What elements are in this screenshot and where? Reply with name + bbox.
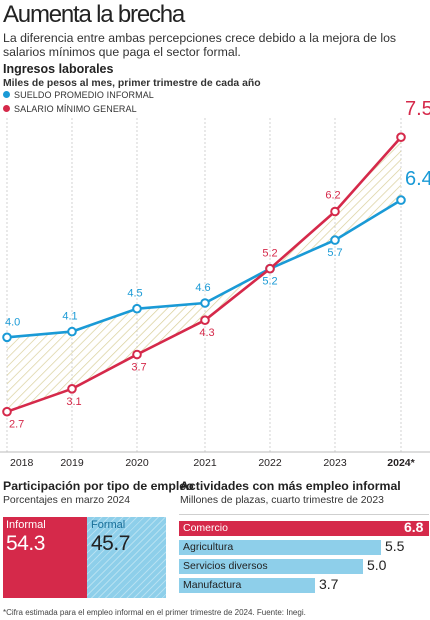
data-label-minimo-2024: 7.5 xyxy=(405,98,430,120)
x-tick-2021: 2021 xyxy=(193,457,217,469)
point-informal-2024 xyxy=(396,195,406,205)
footnote: *Cifra estimada para el empleo informal … xyxy=(3,608,306,617)
formal-value: 45.7 xyxy=(91,532,130,555)
point-informal-2019 xyxy=(67,326,77,337)
activities-divider xyxy=(179,514,429,515)
point-minimo-2024 xyxy=(396,132,406,142)
area-between-fill xyxy=(7,137,401,412)
hbar-value-manufactura: 3.7 xyxy=(319,576,339,592)
informal-box xyxy=(3,517,87,598)
data-label-informal-2021: 4.6 xyxy=(195,282,210,294)
legend-label-minimo: SALARIO MÍNIMO GENERAL xyxy=(14,104,137,114)
point-minimo-2020 xyxy=(132,349,142,360)
hbar-comercio xyxy=(179,521,429,536)
data-label-informal-2018: 4.0 xyxy=(5,316,20,328)
data-label-informal-2020: 4.5 xyxy=(127,288,142,300)
informal-label: Informal xyxy=(6,519,46,531)
point-informal-2020 xyxy=(132,303,142,314)
legend-item-informal: SUELDO PROMEDIO INFORMAL xyxy=(3,90,154,100)
data-label-informal-2023: 5.7 xyxy=(327,247,342,259)
line-chart-subtitle: Miles de pesos al mes, primer trimestre … xyxy=(3,78,261,89)
hbar-label-servicios: Servicios diversos xyxy=(183,560,268,572)
hbar-servicios xyxy=(179,559,363,574)
data-label-minimo-2020: 3.7 xyxy=(131,362,146,374)
point-informal-2021 xyxy=(200,298,210,308)
data-label-informal-2024: 6.4 xyxy=(405,168,430,190)
page-title: Aumenta la brecha xyxy=(3,1,185,28)
participation-subtitle: Porcentajes en marzo 2024 xyxy=(3,495,131,506)
data-label-minimo-2022: 5.2 xyxy=(262,248,277,260)
legend-dot-blue xyxy=(3,91,10,99)
hbar-label-manufactura: Manufactura xyxy=(183,579,242,591)
point-informal-2018 xyxy=(2,332,12,343)
line-chart-title: Ingresos laborales xyxy=(3,62,114,76)
data-label-informal-2022: 5.2 xyxy=(262,276,277,288)
x-tick-2022: 2022 xyxy=(258,457,282,469)
hbar-value-agricultura: 5.5 xyxy=(385,538,405,554)
hbar-manufactura xyxy=(179,578,315,593)
point-minimo-2019 xyxy=(67,384,77,394)
hbar-agricultura xyxy=(179,540,381,555)
line-chart: 4.0 4.1 4.5 4.6 5.2 5.7 6.4 2.7 3.1 3.7 4.3 5.2 6.2 7… xyxy=(0,98,430,469)
informal-value: 54.3 xyxy=(6,532,45,555)
activities-subtitle: Millones de plazas, cuarto trimestre de … xyxy=(180,495,384,506)
data-label-minimo-2018: 2.7 xyxy=(9,419,24,431)
point-minimo-2023 xyxy=(330,206,340,217)
data-label-minimo-2021: 4.3 xyxy=(199,327,214,339)
hbar-value-comercio: 6.8 xyxy=(404,519,424,535)
point-minimo-2018 xyxy=(2,406,12,417)
formal-box xyxy=(87,517,166,598)
page-subtitle: La diferencia entre ambas percepciones c… xyxy=(3,31,397,59)
participation-title: Participación por tipo de empleo xyxy=(3,479,194,493)
legend-item-minimo: SALARIO MÍNIMO GENERAL xyxy=(3,104,137,114)
x-tick-2019: 2019 xyxy=(60,457,84,469)
point-minimo-2021 xyxy=(200,315,210,326)
legend-dot-red xyxy=(3,105,10,113)
x-tick-2024: 2024* xyxy=(387,457,415,469)
hbar-value-servicios: 5.0 xyxy=(367,557,387,573)
activities-title: Actividades con más empleo informal xyxy=(180,479,401,493)
hbar-label-agricultura: Agricultura xyxy=(183,541,234,553)
x-tick-2018: 2018 xyxy=(10,457,34,469)
x-tick-2020: 2020 xyxy=(125,457,149,469)
point-minimo-2022 xyxy=(265,263,275,274)
hbar-label-comercio: Comercio xyxy=(183,522,228,534)
formal-label: Formal xyxy=(91,519,126,531)
data-label-minimo-2019: 3.1 xyxy=(66,396,81,408)
x-tick-2023: 2023 xyxy=(323,457,347,469)
point-informal-2023 xyxy=(330,235,340,245)
data-label-minimo-2023: 6.2 xyxy=(325,190,340,202)
data-label-informal-2019: 4.1 xyxy=(62,311,77,323)
legend-label-informal: SUELDO PROMEDIO INFORMAL xyxy=(14,90,154,100)
